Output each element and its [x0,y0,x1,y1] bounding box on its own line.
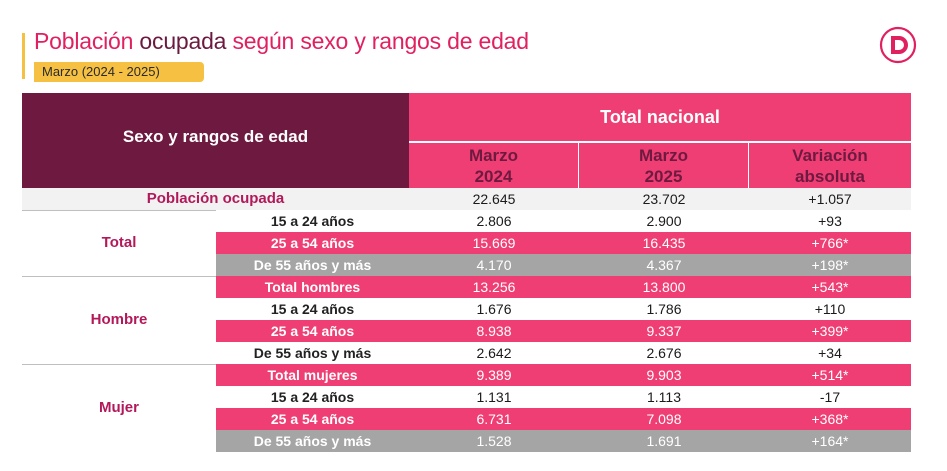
col-header-variation: Variación absoluta [749,141,911,188]
cell-2024: 15.669 [472,235,516,251]
group-label-mujer: Mujer [98,399,139,416]
cell-2024: 1.131 [476,389,512,405]
cell-2025: 9.903 [646,367,682,383]
cell-2024: 1.528 [476,433,512,449]
table-row: De 55 años y más 4.170 4.367 +198* [22,254,911,276]
cell-variation: +514* [811,367,849,383]
table-row: Total mujeres 9.389 9.903 +514* [22,364,911,386]
title-part-2: ocupada [139,28,227,54]
cell-2024: 1.676 [476,301,512,317]
row-label: 15 a 24 años [270,213,355,229]
cell-variation: +164* [811,433,849,449]
cell-2025: 2.676 [646,345,682,361]
cell-2025: 9.337 [646,323,682,339]
cell-variation: -17 [819,389,841,405]
cell-2025: 7.098 [646,411,682,427]
row-label: Total mujeres [267,367,358,383]
row-label: Población ocupada [146,190,285,207]
cell-variation: +368* [811,411,849,427]
cell-2024: 8.938 [476,323,512,339]
table-row: De 55 años y más 2.642 2.676 +34 [22,342,911,364]
table-row: Total hombres 13.256 13.800 +543* [22,276,911,298]
title-accent-bar [22,33,25,79]
group-header: Total nacional [409,93,911,141]
cell-2024: 9.389 [476,367,512,383]
cell-2025: 1.691 [646,433,682,449]
period-badge: Marzo (2024 - 2025) [34,62,204,82]
row-label: 25 a 54 años [270,235,355,251]
row-label: 15 a 24 años [270,301,355,317]
row-label: De 55 años y más [253,257,372,273]
cell-variation: +34 [818,345,842,361]
table-row: Hombre 15 a 24 años 1.676 1.786 +110 [22,298,911,328]
cell-2024: 2.806 [476,213,512,229]
cell-variation: +93 [818,213,842,229]
row-label: 25 a 54 años [270,323,355,339]
cell-2024: 4.170 [476,257,512,273]
group-divider [22,210,216,211]
page-title: Población ocupada según sexo y rangos de… [34,28,529,55]
cell-2025: 1.113 [647,389,681,405]
title-part-3: según sexo y rangos de edad [232,28,529,54]
cell-variation: +399* [811,323,849,339]
cell-variation: +543* [811,279,849,295]
table-header: Sexo y rangos de edad Total nacional Mar… [22,93,911,188]
row-label: 15 a 24 años [270,389,355,405]
group-divider [22,364,216,365]
row-label: 25 a 54 años [270,411,355,427]
col-header-2024: Marzo 2024 [409,141,579,188]
cell-2024: 13.256 [472,279,516,295]
cell-variation: +766* [811,235,849,251]
cell-2024: 6.731 [476,411,512,427]
table-row: 25 a 54 años 8.938 9.337 +399* [22,320,911,342]
row-label: De 55 años y más [253,345,372,361]
table-row: Población ocupada 22.645 23.702 +1.057 [22,188,911,210]
row-label: De 55 años y más [253,433,372,449]
table-row: Mujer 15 a 24 años 1.131 1.113 -17 [22,386,911,416]
cell-2024: 2.642 [476,345,512,361]
table-row: 15 a 24 años 2.806 2.900 +93 [22,210,911,232]
col-header-2025: Marzo 2025 [579,141,749,188]
table-row: 25 a 54 años 6.731 7.098 +368* [22,408,911,430]
table-row: Total 25 a 54 años 15.669 16.435 +766* [22,232,911,254]
cell-2025: 2.900 [646,213,682,229]
row-label: Total hombres [264,279,361,295]
cell-2025: 16.435 [642,235,686,251]
group-label-hombre: Hombre [90,311,148,328]
group-divider [22,276,216,277]
row-label-header: Sexo y rangos de edad [22,93,409,188]
table-row: De 55 años y más 1.528 1.691 +164* [22,430,911,452]
cell-variation: +110 [814,301,846,317]
cell-2025: 1.786 [646,301,682,317]
cell-2025: 23.702 [642,191,686,207]
employment-table: Sexo y rangos de edad Total nacional Mar… [22,93,911,452]
cell-2025: 4.367 [646,257,682,273]
title-part-1: Población [34,28,134,54]
cell-variation: +198* [811,257,849,273]
group-label-total: Total [101,234,137,251]
cell-2025: 13.800 [642,279,686,295]
cell-variation: +1.057 [808,191,852,207]
d-logo-icon [879,26,917,64]
cell-2024: 22.645 [472,191,516,207]
